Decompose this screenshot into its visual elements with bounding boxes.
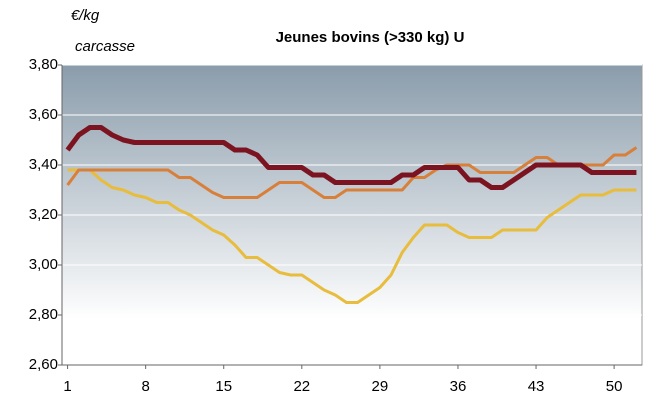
y-tick-label: 3,60	[29, 106, 58, 123]
x-tick-label: 36	[450, 378, 467, 395]
y-axis-label: €/kg	[71, 7, 100, 24]
y-tick-label: 3,00	[29, 256, 58, 273]
chart-title: Jeunes bovins (>330 kg) U	[276, 29, 465, 46]
series-line	[67, 168, 637, 304]
series-line	[66, 146, 638, 199]
y-tick-label: 3,20	[29, 206, 58, 223]
y-tick-label: 2,80	[29, 306, 58, 323]
y-axis-label: carcasse	[75, 38, 135, 55]
y-tick-label: 3,80	[29, 56, 58, 73]
x-tick-label: 43	[528, 378, 545, 395]
x-tick-label: 22	[293, 378, 310, 395]
x-tick-label: 15	[215, 378, 232, 395]
y-tick-label: 3,40	[29, 156, 58, 173]
x-tick-label: 50	[606, 378, 623, 395]
y-tick-label: 2,60	[29, 356, 58, 373]
x-tick-label: 29	[372, 378, 389, 395]
series-line	[65, 125, 637, 190]
x-tick-label: 8	[141, 378, 149, 395]
x-tick-label: 1	[63, 378, 71, 395]
